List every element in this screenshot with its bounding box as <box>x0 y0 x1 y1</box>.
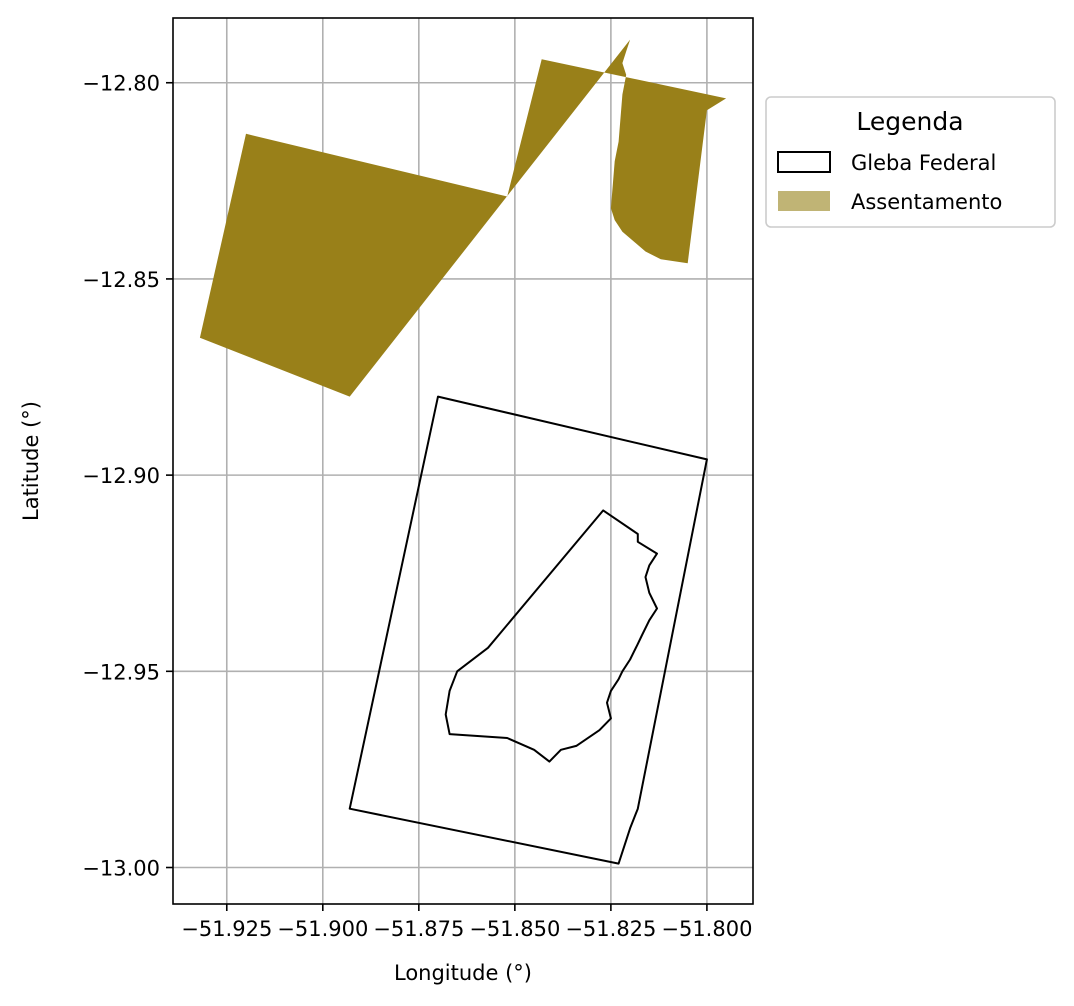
y-tick-label: −12.95 <box>82 660 160 684</box>
y-tick-label: −12.90 <box>82 464 160 488</box>
x-tick-label: −51.825 <box>565 917 656 941</box>
legend-swatch-gleba-federal <box>777 151 831 173</box>
y-axis-label: Latitude (°) <box>19 401 43 521</box>
legend: Legenda Gleba Federal Assentamento <box>765 96 1056 228</box>
y-ticks: −12.80 −12.85 −12.90 −12.95 −13.00 <box>82 72 173 881</box>
x-tick-label: −51.925 <box>181 917 272 941</box>
legend-label-gleba-federal: Gleba Federal <box>851 151 996 175</box>
x-tick-label: −51.900 <box>277 917 368 941</box>
polygon-gleba-federal <box>348 395 708 865</box>
x-tick-label: −51.850 <box>469 917 560 941</box>
x-ticks: −51.925 −51.900 −51.875 −51.850 −51.825 −51.8… <box>181 904 752 941</box>
legend-swatch-assentamento <box>778 191 830 211</box>
x-tick-label: −51.875 <box>373 917 464 941</box>
legend-title: Legenda <box>856 107 963 136</box>
polygon-inner-area <box>444 509 658 763</box>
polygon-assentamento <box>199 39 727 397</box>
legend-label-assentamento: Assentamento <box>851 190 1002 214</box>
y-tick-label: −13.00 <box>82 857 160 881</box>
plot-frame <box>172 17 754 905</box>
map-layers <box>199 39 727 865</box>
x-tick-label: −51.800 <box>661 917 752 941</box>
y-tick-label: −12.80 <box>82 72 160 96</box>
legend-box <box>765 96 1056 228</box>
x-axis-label: Longitude (°) <box>394 961 532 985</box>
y-tick-label: −12.85 <box>82 268 160 292</box>
